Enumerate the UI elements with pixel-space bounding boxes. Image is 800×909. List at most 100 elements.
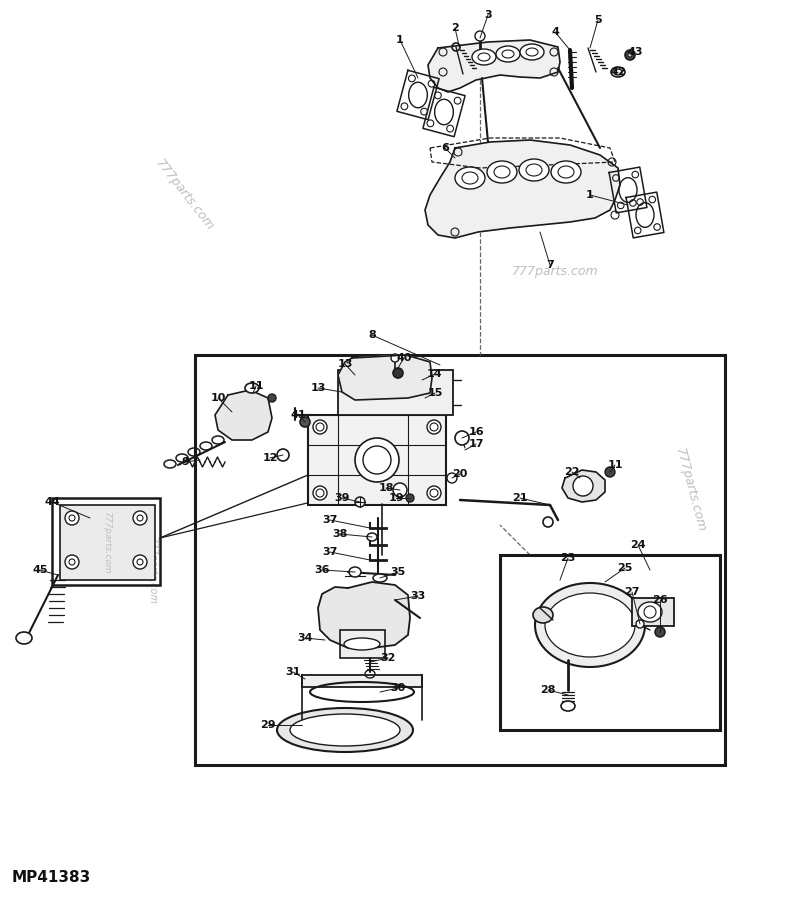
- Bar: [195, 355, 725, 765]
- Ellipse shape: [300, 417, 310, 427]
- Ellipse shape: [344, 638, 380, 650]
- Ellipse shape: [551, 161, 581, 183]
- Bar: [60, 505, 155, 580]
- Text: 30: 30: [390, 683, 406, 693]
- Text: 27: 27: [624, 587, 640, 597]
- Ellipse shape: [406, 494, 414, 502]
- Ellipse shape: [535, 583, 645, 667]
- Text: 1: 1: [586, 190, 594, 200]
- Text: 31: 31: [286, 667, 301, 677]
- Text: 11: 11: [248, 381, 264, 391]
- Ellipse shape: [16, 632, 32, 644]
- Ellipse shape: [625, 50, 635, 60]
- Text: 24: 24: [630, 540, 646, 550]
- Text: 21: 21: [512, 493, 528, 503]
- Ellipse shape: [313, 420, 327, 434]
- Text: 29: 29: [260, 720, 276, 730]
- Bar: [308, 415, 446, 505]
- Ellipse shape: [268, 394, 276, 402]
- Text: 40: 40: [396, 353, 412, 363]
- Ellipse shape: [373, 574, 387, 582]
- Ellipse shape: [427, 486, 441, 500]
- Text: 23: 23: [560, 553, 576, 563]
- Ellipse shape: [393, 368, 403, 378]
- Text: 777parts.com: 777parts.com: [147, 536, 157, 604]
- Text: 13: 13: [310, 383, 326, 393]
- Text: 16: 16: [468, 427, 484, 437]
- Text: 19: 19: [388, 493, 404, 503]
- Text: 7: 7: [546, 260, 554, 270]
- Polygon shape: [338, 355, 432, 400]
- Ellipse shape: [496, 46, 520, 62]
- Text: 20: 20: [452, 469, 468, 479]
- Text: 28: 28: [540, 685, 556, 695]
- Polygon shape: [562, 470, 605, 502]
- Text: 2: 2: [451, 23, 459, 33]
- Ellipse shape: [355, 438, 399, 482]
- Text: 777parts.com: 777parts.com: [512, 265, 598, 278]
- Text: 11: 11: [607, 460, 622, 470]
- Ellipse shape: [519, 159, 549, 181]
- Ellipse shape: [65, 511, 79, 525]
- Text: 4: 4: [551, 27, 559, 37]
- Text: 9: 9: [181, 457, 189, 467]
- Text: 17: 17: [468, 439, 484, 449]
- Text: 22: 22: [564, 467, 580, 477]
- Ellipse shape: [475, 31, 485, 41]
- Text: 3: 3: [484, 10, 492, 20]
- Ellipse shape: [447, 473, 457, 483]
- Text: 37: 37: [322, 515, 338, 525]
- Ellipse shape: [277, 708, 413, 752]
- Ellipse shape: [455, 431, 469, 445]
- Ellipse shape: [605, 467, 615, 477]
- Text: 34: 34: [298, 633, 313, 643]
- Polygon shape: [425, 140, 620, 238]
- Ellipse shape: [487, 161, 517, 183]
- Ellipse shape: [655, 627, 665, 637]
- Text: 26: 26: [652, 595, 668, 605]
- Text: 777parts.com: 777parts.com: [154, 157, 217, 233]
- Ellipse shape: [472, 49, 496, 65]
- Text: 42: 42: [610, 67, 626, 77]
- Ellipse shape: [391, 354, 399, 362]
- Text: 777parts.com: 777parts.com: [102, 511, 111, 574]
- Ellipse shape: [533, 607, 553, 623]
- Text: 25: 25: [618, 563, 633, 573]
- Polygon shape: [215, 390, 272, 440]
- Polygon shape: [318, 582, 410, 648]
- Text: 32: 32: [380, 653, 396, 663]
- Text: 38: 38: [332, 529, 348, 539]
- Ellipse shape: [636, 620, 644, 628]
- Bar: [340, 630, 385, 658]
- Text: 14: 14: [427, 369, 443, 379]
- Bar: [52, 498, 160, 585]
- Ellipse shape: [349, 567, 361, 577]
- Polygon shape: [428, 40, 560, 92]
- Ellipse shape: [133, 511, 147, 525]
- Ellipse shape: [355, 497, 365, 507]
- Text: 43: 43: [627, 47, 642, 57]
- Text: 45: 45: [32, 565, 48, 575]
- Text: 10: 10: [210, 393, 226, 403]
- Ellipse shape: [245, 383, 259, 393]
- Text: 8: 8: [368, 330, 376, 340]
- Text: 35: 35: [390, 567, 406, 577]
- Bar: [500, 555, 720, 730]
- Text: 13: 13: [338, 359, 353, 369]
- Ellipse shape: [573, 476, 593, 496]
- Text: 18: 18: [378, 483, 394, 493]
- Text: 33: 33: [410, 591, 426, 601]
- Ellipse shape: [545, 593, 635, 657]
- Ellipse shape: [628, 53, 632, 57]
- Text: 12: 12: [262, 453, 278, 463]
- Text: 777parts.com: 777parts.com: [673, 446, 707, 534]
- Text: 39: 39: [334, 493, 350, 503]
- Text: 5: 5: [594, 15, 602, 25]
- Ellipse shape: [313, 486, 327, 500]
- Text: MP41383: MP41383: [12, 871, 91, 885]
- Ellipse shape: [65, 555, 79, 569]
- Ellipse shape: [638, 602, 662, 622]
- Ellipse shape: [290, 714, 400, 746]
- Ellipse shape: [427, 420, 441, 434]
- Text: 15: 15: [427, 388, 442, 398]
